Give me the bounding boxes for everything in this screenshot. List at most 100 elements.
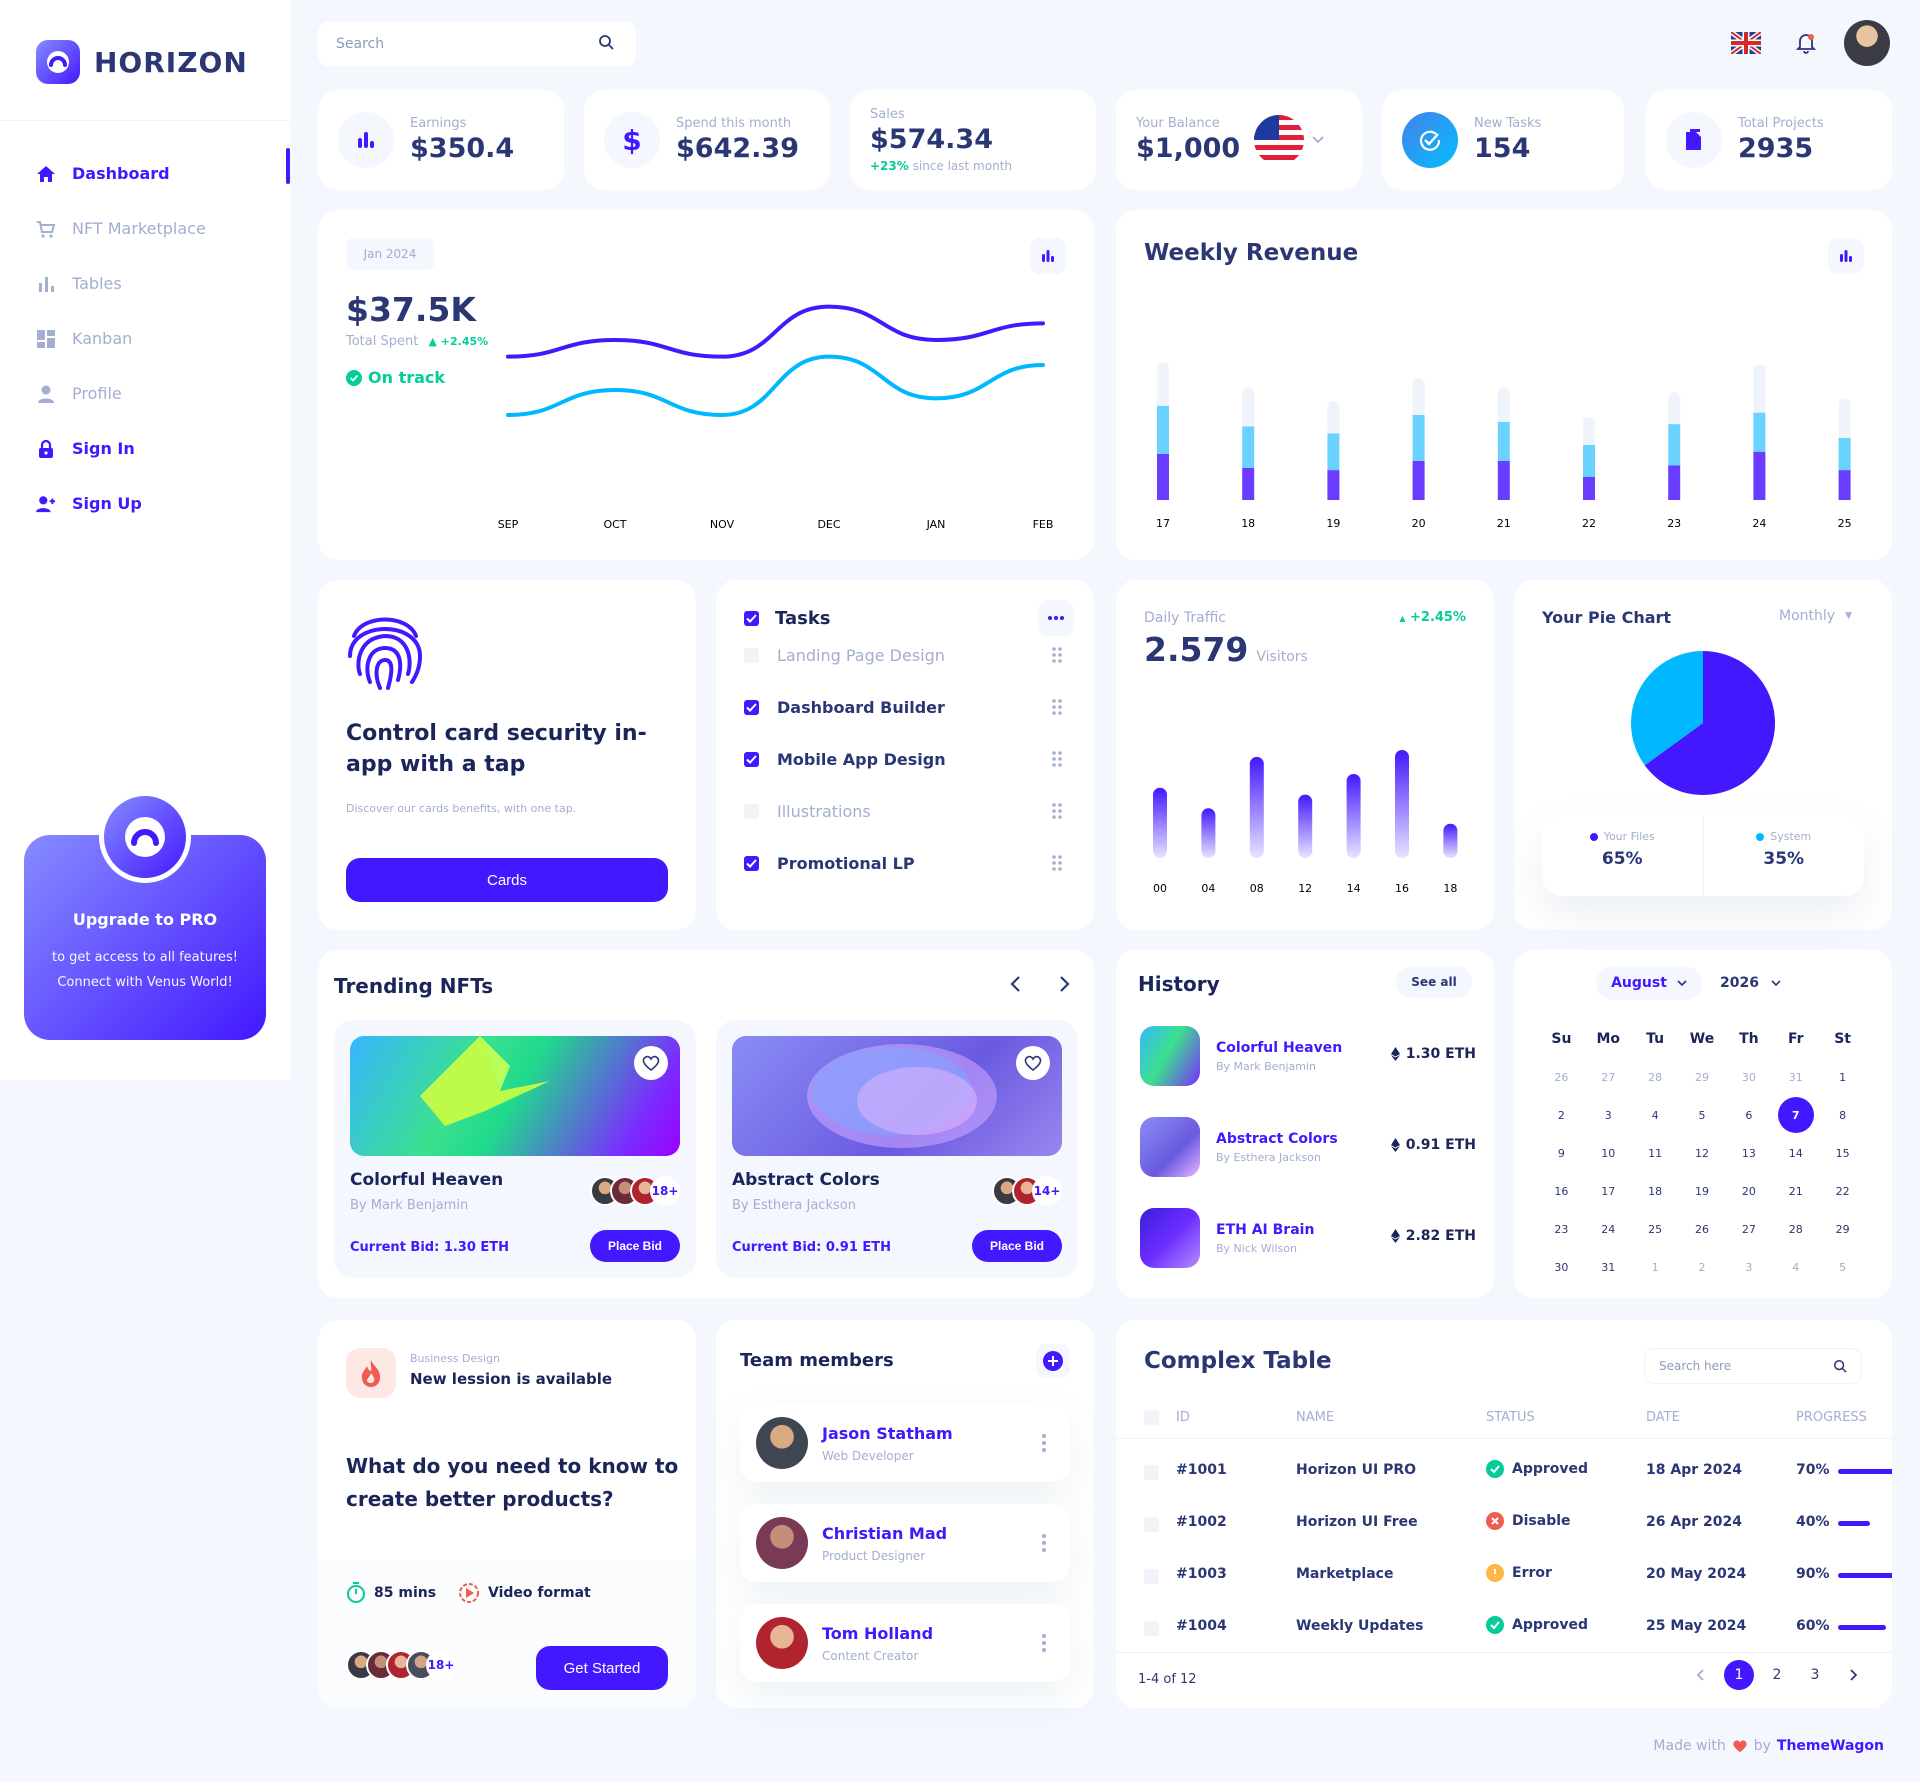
calendar-day[interactable]: 21 bbox=[1788, 1184, 1803, 1198]
history-item[interactable]: ETH AI Brain By Nick Wilson 2.82 ETH bbox=[1140, 1208, 1476, 1268]
period-dropdown[interactable]: Monthly ▼ bbox=[1779, 608, 1852, 624]
get-started-button[interactable]: Get Started bbox=[536, 1646, 668, 1690]
page-button[interactable]: 3 bbox=[1810, 1667, 1820, 1683]
brand-logo[interactable]: HORIZON bbox=[36, 40, 248, 84]
history-item[interactable]: Abstract Colors By Esthera Jackson 0.91 E… bbox=[1140, 1117, 1476, 1177]
calendar-day[interactable]: 19 bbox=[1695, 1184, 1709, 1198]
chevron-right-icon[interactable] bbox=[1054, 974, 1074, 994]
sidebar-item-profile[interactable]: Profile bbox=[36, 366, 290, 421]
team-member[interactable]: Jason Statham Web Developer bbox=[740, 1404, 1070, 1482]
sidebar-item-kanban[interactable]: Kanban bbox=[36, 311, 290, 366]
calendar-day[interactable]: 22 bbox=[1835, 1184, 1850, 1198]
language-flag-uk-icon[interactable] bbox=[1724, 21, 1768, 65]
checkbox-checked-icon[interactable] bbox=[744, 611, 759, 626]
calendar-day[interactable]: 30 bbox=[1554, 1260, 1569, 1274]
nft-card[interactable]: Colorful Heaven By Mark Benjamin 18+ Cur… bbox=[334, 1020, 696, 1278]
heart-icon[interactable] bbox=[634, 1046, 668, 1080]
drag-handle-icon[interactable] bbox=[1052, 647, 1064, 663]
month-selector[interactable]: August bbox=[1596, 966, 1702, 1000]
row-checkbox[interactable] bbox=[1144, 1517, 1159, 1532]
column-header[interactable]: NAME bbox=[1296, 1410, 1335, 1425]
more-horizontal-icon[interactable] bbox=[1038, 600, 1074, 636]
calendar-day[interactable]: 6 bbox=[1745, 1108, 1753, 1122]
nft-card[interactable]: Abstract Colors By Esthera Jackson 14+ C… bbox=[716, 1020, 1078, 1278]
task-item[interactable]: Promotional LP bbox=[744, 848, 1064, 878]
table-search[interactable]: Search here bbox=[1644, 1348, 1862, 1384]
table-search-input[interactable]: Search here bbox=[1659, 1359, 1732, 1373]
calendar-day[interactable]: 1 bbox=[1839, 1070, 1847, 1084]
task-item[interactable]: Dashboard Builder bbox=[744, 692, 1064, 722]
calendar-day[interactable]: 13 bbox=[1741, 1146, 1756, 1160]
user-avatar[interactable] bbox=[1844, 20, 1890, 66]
calendar-day[interactable]: 5 bbox=[1698, 1108, 1706, 1122]
checkbox-checked-icon[interactable] bbox=[744, 855, 759, 871]
bar-chart-icon[interactable] bbox=[1828, 238, 1864, 274]
calendar-day[interactable]: 9 bbox=[1557, 1146, 1565, 1160]
more-vertical-icon[interactable] bbox=[1042, 1534, 1046, 1552]
task-item[interactable]: Landing Page Design bbox=[744, 640, 1064, 670]
calendar-day[interactable]: 28 bbox=[1788, 1222, 1803, 1236]
calendar-day[interactable]: 25 bbox=[1648, 1222, 1663, 1236]
sidebar-item-nft-marketplace[interactable]: NFT Marketplace bbox=[36, 201, 290, 256]
checkbox-checked-icon[interactable] bbox=[744, 699, 759, 715]
calendar-day[interactable]: 2 bbox=[1557, 1108, 1565, 1122]
select-all-checkbox[interactable] bbox=[1144, 1410, 1159, 1425]
column-header[interactable]: ID bbox=[1176, 1410, 1190, 1425]
bell-icon[interactable] bbox=[1784, 21, 1828, 65]
calendar-day[interactable]: 3 bbox=[1745, 1260, 1753, 1274]
search-input[interactable]: Search bbox=[336, 36, 385, 52]
place-bid-button[interactable]: Place Bid bbox=[590, 1230, 680, 1262]
calendar-day[interactable]: 30 bbox=[1741, 1070, 1756, 1084]
calendar-day[interactable]: 20 bbox=[1741, 1184, 1756, 1198]
checkbox-checked-icon[interactable] bbox=[744, 751, 759, 767]
footer-brand-link[interactable]: ThemeWagon bbox=[1776, 1738, 1884, 1754]
history-item[interactable]: Colorful Heaven By Mark Benjamin 1.30 ETH bbox=[1140, 1026, 1476, 1086]
team-member[interactable]: Christian Mad Product Designer bbox=[740, 1504, 1070, 1582]
calendar-day[interactable]: 27 bbox=[1601, 1070, 1616, 1084]
checkbox-unchecked-icon[interactable] bbox=[744, 803, 759, 819]
calendar-day[interactable]: 18 bbox=[1648, 1184, 1663, 1198]
calendar-day[interactable]: 28 bbox=[1648, 1070, 1663, 1084]
calendar-day[interactable]: 12 bbox=[1695, 1146, 1709, 1160]
bar-chart-icon[interactable] bbox=[1030, 238, 1066, 274]
calendar-day[interactable]: 26 bbox=[1695, 1222, 1709, 1236]
row-checkbox[interactable] bbox=[1144, 1465, 1159, 1480]
sidebar-item-sign-in[interactable]: Sign In bbox=[36, 421, 290, 476]
drag-handle-icon[interactable] bbox=[1052, 855, 1064, 871]
calendar-day[interactable]: 27 bbox=[1741, 1222, 1756, 1236]
team-member[interactable]: Tom Holland Content Creator bbox=[740, 1604, 1070, 1682]
drag-handle-icon[interactable] bbox=[1052, 699, 1064, 715]
currency-selector[interactable] bbox=[1254, 115, 1324, 165]
checkbox-unchecked-icon[interactable] bbox=[744, 647, 759, 663]
task-item[interactable]: Mobile App Design bbox=[744, 744, 1064, 774]
calendar-day[interactable]: 2 bbox=[1698, 1260, 1706, 1274]
search-icon[interactable] bbox=[1833, 1359, 1847, 1373]
drag-handle-icon[interactable] bbox=[1052, 803, 1064, 819]
add-member-button[interactable] bbox=[1036, 1344, 1070, 1378]
see-all-button[interactable]: See all bbox=[1396, 966, 1472, 998]
cards-button[interactable]: Cards bbox=[346, 858, 668, 902]
calendar-day[interactable]: 15 bbox=[1835, 1146, 1850, 1160]
calendar-day[interactable]: 31 bbox=[1601, 1260, 1616, 1274]
column-header[interactable]: STATUS bbox=[1486, 1410, 1535, 1425]
calendar-day[interactable]: 10 bbox=[1601, 1146, 1616, 1160]
search-icon[interactable] bbox=[598, 34, 614, 54]
calendar-day[interactable]: 23 bbox=[1554, 1222, 1569, 1236]
calendar-day[interactable]: 4 bbox=[1651, 1108, 1659, 1122]
calendar-day[interactable]: 14 bbox=[1788, 1146, 1803, 1160]
calendar-day[interactable]: 11 bbox=[1648, 1146, 1663, 1160]
calendar-day[interactable]: 31 bbox=[1788, 1070, 1803, 1084]
sidebar-item-tables[interactable]: Tables bbox=[36, 256, 290, 311]
calendar-day[interactable]: 26 bbox=[1554, 1070, 1569, 1084]
calendar-day[interactable]: 29 bbox=[1835, 1222, 1850, 1236]
calendar-day[interactable]: 7 bbox=[1772, 1097, 1819, 1133]
search-bar[interactable]: Search bbox=[318, 22, 636, 66]
sidebar-item-dashboard[interactable]: Dashboard bbox=[36, 146, 290, 201]
task-item[interactable]: Illustrations bbox=[744, 796, 1064, 826]
place-bid-button[interactable]: Place Bid bbox=[972, 1230, 1062, 1262]
sidebar-item-sign-up[interactable]: Sign Up bbox=[36, 476, 290, 531]
calendar-day[interactable]: 16 bbox=[1554, 1184, 1569, 1198]
period-selector[interactable]: Jan 2024 bbox=[346, 238, 434, 270]
column-header[interactable]: PROGRESS bbox=[1796, 1410, 1867, 1425]
calendar-day[interactable]: 3 bbox=[1604, 1108, 1612, 1122]
